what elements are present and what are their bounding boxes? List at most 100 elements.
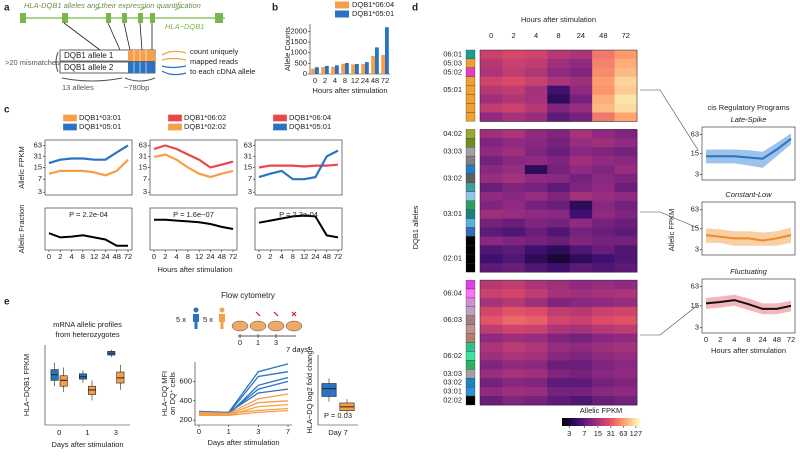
heatmap-cell	[614, 387, 638, 397]
heatmap-cell	[547, 315, 571, 326]
colorbar-swatch	[619, 418, 621, 426]
colorbar-swatch	[588, 418, 590, 426]
count-text: mapped reads	[190, 57, 238, 66]
heatmap-cell	[524, 378, 548, 388]
heatmap-cell	[480, 342, 503, 352]
heatmap-cell	[592, 209, 615, 219]
y-axis-title: Allelic FPKM	[17, 146, 26, 189]
heatmap-cell	[614, 369, 638, 379]
x-tick-label: 4	[732, 335, 736, 344]
colorbar-title: Allelic FPKM	[580, 406, 623, 415]
heatmap-cell	[480, 306, 503, 317]
heatmap-cell	[614, 227, 638, 237]
heatmap-cell	[524, 200, 548, 211]
colorbar-swatch	[621, 418, 624, 426]
heatmap-cell	[592, 103, 615, 113]
heatmap-cell	[547, 245, 571, 255]
heatmap-cell	[480, 165, 503, 175]
heatmap-cell	[502, 191, 526, 202]
heatmap-cell	[569, 324, 593, 335]
block-border	[479, 279, 638, 406]
heatmap-cell	[569, 342, 593, 352]
heatmap-cell	[480, 369, 503, 379]
y-tick-label: 15	[691, 301, 699, 310]
row-label: 03:02	[443, 378, 462, 387]
x-tick-label: 0	[197, 427, 201, 436]
heatmap-cell	[569, 396, 593, 406]
bar	[365, 62, 369, 74]
x-axis-title: Days after stimulation	[207, 438, 279, 447]
heatmap-cell	[480, 58, 503, 69]
heatmap-cell	[569, 85, 593, 96]
dish	[231, 320, 249, 332]
heatmap-cell	[502, 165, 526, 175]
x-tick-label: 8	[746, 335, 750, 344]
gene-label: HLA−DQB1	[165, 22, 204, 31]
heatmap-cell	[569, 254, 593, 264]
heatmap-cell	[614, 315, 638, 326]
heatmap-cell	[614, 289, 638, 299]
row-annotation	[465, 227, 476, 237]
x-tick-label: 4	[333, 76, 337, 85]
heatmap-cell	[502, 333, 526, 343]
row-label: 06:03	[443, 315, 462, 324]
heatmap-cell	[592, 58, 615, 69]
heatmap-cell	[614, 103, 638, 113]
heatmap-cell	[547, 254, 571, 264]
heatmap-cell	[524, 351, 548, 361]
person-icon	[193, 307, 199, 313]
heatmap-cell	[547, 333, 571, 343]
y-tick-label: 3	[695, 170, 699, 179]
y-axis-title: HLA−DQB1 FPKM	[22, 354, 31, 416]
row-annotation	[465, 147, 476, 157]
x-tick-label: 12	[90, 252, 98, 261]
x-tick-label: 2	[58, 252, 62, 261]
row-label: 05:01	[443, 85, 462, 94]
x-tick-label: 24	[311, 252, 319, 261]
x-tick-label: 48	[113, 252, 121, 261]
heatmap-cell	[547, 85, 571, 96]
heatmap-cell	[614, 254, 638, 264]
panel-e-schematic: Flow cytometry 5 x 5 x 0 1 3 7 days	[176, 291, 308, 354]
colorbar-tick-label: 15	[594, 429, 602, 438]
colorbar-swatch	[586, 418, 589, 426]
heatmap-cell	[547, 173, 571, 184]
heatmap-cell	[547, 147, 571, 157]
heatmap-cell	[614, 351, 638, 361]
y-axis-title: Allelic FPKM	[667, 209, 676, 252]
heatmap-cell	[524, 254, 548, 264]
legend-label: DQB1*06:02	[184, 113, 226, 122]
heatmap-cell	[569, 369, 593, 379]
colorbar-swatch	[636, 418, 638, 426]
x-axis-title: Hours after stimulation	[711, 346, 786, 355]
x-tick-label: 0	[47, 252, 51, 261]
colorbar-swatch	[610, 418, 612, 426]
heatmap-cell	[569, 156, 593, 166]
colorbar-tick-label: 3	[567, 429, 571, 438]
x-tick-label: 0	[152, 252, 156, 261]
x-tick-label: 1	[85, 428, 89, 437]
timeline-label: 1	[256, 338, 260, 347]
strand-arrow	[94, 6, 182, 11]
bar	[361, 64, 365, 74]
row-annotation	[465, 263, 476, 273]
colorbar-swatch	[603, 418, 606, 426]
heatmap-cell	[547, 378, 571, 388]
heatmap-cell	[480, 289, 503, 299]
x-axis-title: Hours after stimulation	[312, 86, 387, 95]
heatmap-cell	[547, 289, 571, 299]
y-tick-label: 1500	[290, 37, 307, 46]
y-tick-label: 15	[244, 162, 252, 171]
y-axis-title: HLA−DQ log2 fold change	[305, 346, 314, 433]
heatmap-cell	[569, 218, 593, 228]
x-tick-label: 7	[286, 427, 290, 436]
box	[59, 375, 68, 387]
heatmap-cell	[502, 58, 526, 69]
heatmap-cell	[592, 306, 615, 317]
heatmap-cell	[524, 297, 548, 308]
y-tick-label: 15	[34, 162, 42, 171]
heatmap-cell	[569, 191, 593, 202]
heatmap-cell	[547, 351, 571, 361]
exon	[138, 13, 143, 23]
